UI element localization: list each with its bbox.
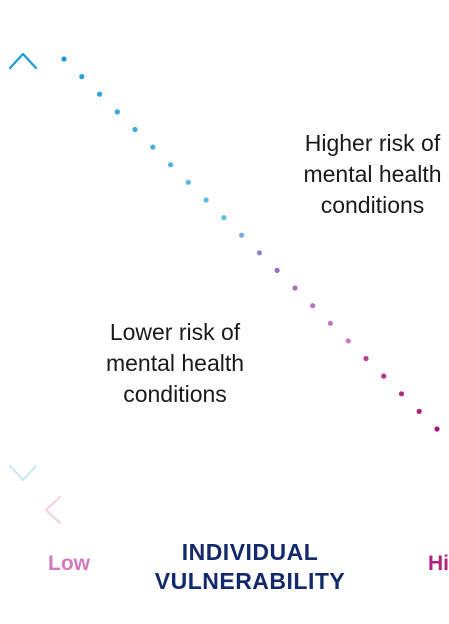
x-axis-high-label: Hi: [428, 552, 449, 575]
lower-risk-line-3: conditions: [123, 381, 227, 407]
risk-dot: [61, 56, 67, 62]
risk-dot: [96, 91, 103, 97]
risk-dot: [221, 215, 227, 221]
risk-dot: [168, 162, 174, 168]
risk-dot: [239, 232, 245, 238]
risk-dot: [363, 355, 369, 362]
higher-risk-label: Higher risk of mental health conditions: [290, 128, 449, 221]
arrow-left-icon: [44, 495, 62, 525]
x-axis-title-line-2: VULNERABILITY: [154, 568, 346, 594]
risk-dot: [398, 391, 405, 397]
risk-dot: [292, 285, 298, 291]
arrow-up-icon: [8, 52, 38, 70]
lower-risk-line-2: mental health: [105, 350, 245, 376]
risk-dot: [132, 126, 138, 133]
risk-dot: [79, 74, 85, 80]
risk-dot-line: [61, 56, 440, 432]
x-axis-low-label: Low: [48, 552, 90, 575]
risk-dot: [114, 109, 120, 115]
horizontal-axis: [44, 495, 449, 525]
higher-risk-line-3: conditions: [320, 192, 425, 218]
risk-dot: [203, 197, 209, 203]
risk-dot: [345, 338, 351, 344]
risk-dot: [381, 373, 387, 379]
x-axis-title-line-1: INDIVIDUAL: [181, 539, 319, 565]
lower-risk-line-1: Lower risk of: [109, 319, 241, 345]
risk-dot: [150, 144, 156, 150]
risk-dot: [416, 408, 422, 414]
lower-risk-label: Lower risk of mental health conditions: [92, 317, 258, 410]
risk-dot: [274, 267, 280, 273]
higher-risk-line-2: mental health: [303, 161, 442, 187]
risk-dot: [310, 303, 316, 309]
risk-dot: [434, 426, 440, 432]
risk-dot: [327, 320, 333, 326]
x-axis-title: INDIVIDUAL VULNERABILITY: [140, 538, 360, 596]
vertical-axis: [8, 52, 38, 482]
arrow-down-icon: [8, 464, 38, 482]
risk-dot: [185, 179, 191, 185]
higher-risk-line-1: Higher risk of: [304, 130, 441, 156]
risk-dot: [256, 250, 262, 256]
